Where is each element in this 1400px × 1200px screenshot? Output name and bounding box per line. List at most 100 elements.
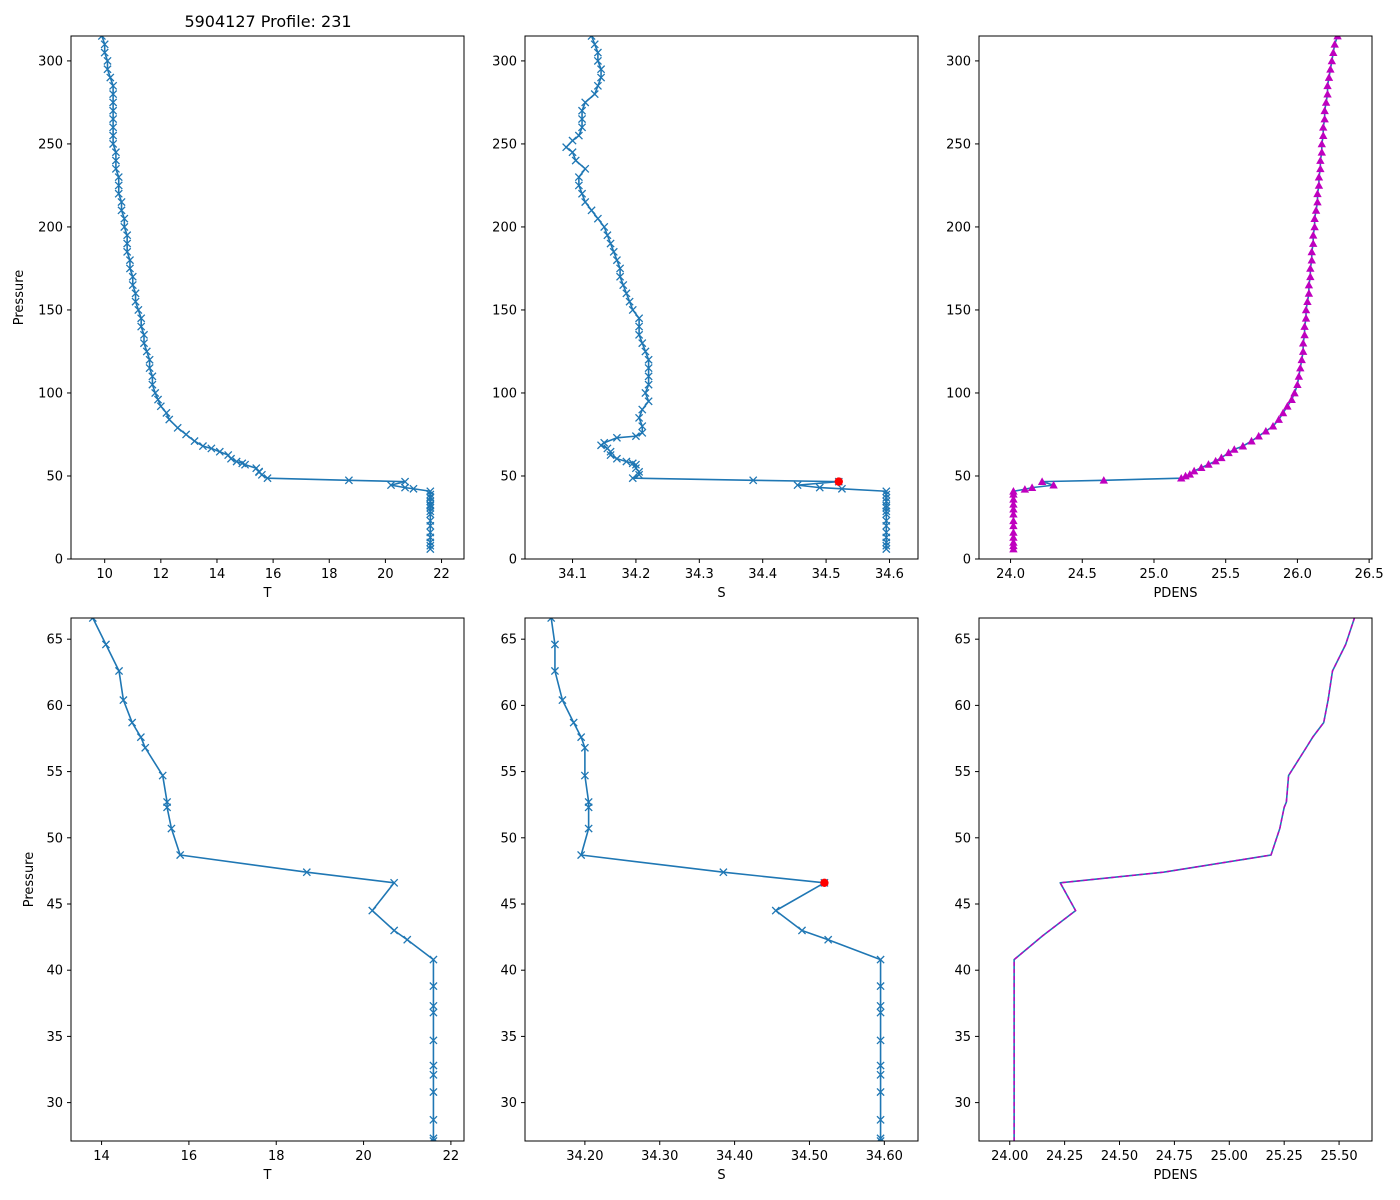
data-point — [635, 322, 644, 331]
data-point — [106, 73, 115, 82]
y-tick-label: 250 — [38, 137, 63, 152]
data-point — [97, 36, 106, 41]
data-point — [1316, 164, 1325, 173]
data-point — [882, 544, 891, 554]
data-point — [1329, 48, 1338, 56]
x-tick-label: 34.20 — [566, 1149, 603, 1164]
x-tick-label: 34.3 — [685, 567, 714, 582]
data-point — [426, 503, 435, 512]
data-point — [644, 355, 653, 364]
data-point — [1247, 436, 1256, 445]
data-point — [644, 397, 653, 406]
data-point — [426, 487, 435, 496]
y-tick-label: 30 — [46, 1096, 63, 1111]
data-point — [426, 510, 435, 519]
data-point — [429, 1008, 438, 1017]
data-point — [600, 222, 609, 231]
data-point — [158, 771, 167, 780]
x-tick-label: 26.0 — [1283, 567, 1312, 582]
y-tick-label: 40 — [46, 964, 63, 979]
data-point — [876, 1001, 885, 1011]
data-point — [644, 380, 653, 389]
data-point — [1297, 355, 1306, 364]
data-point — [577, 189, 587, 198]
data-point — [1301, 314, 1311, 322]
axes-frame — [70, 35, 465, 560]
data-point — [1283, 402, 1292, 410]
data-point — [580, 743, 589, 752]
data-point — [1319, 131, 1328, 139]
data-point — [165, 415, 174, 424]
data-point — [558, 696, 567, 705]
data-point — [1009, 509, 1018, 518]
data-point — [111, 156, 120, 165]
data-point — [1300, 330, 1309, 339]
data-point — [148, 380, 157, 389]
data-point — [429, 1115, 438, 1124]
data-point — [1049, 480, 1058, 489]
y-tick-label: 200 — [492, 220, 517, 235]
y-tick-label: 100 — [946, 386, 971, 401]
data-point — [100, 40, 109, 49]
data-point — [111, 164, 120, 173]
data-point — [1009, 500, 1018, 508]
data-point — [1298, 347, 1308, 355]
y-tick-label: 300 — [946, 54, 971, 69]
data-point — [429, 1001, 438, 1011]
plot-area — [562, 36, 891, 554]
data-point — [1320, 114, 1329, 123]
y-tick-label: 60 — [46, 699, 63, 714]
series-line-t — [92, 618, 435, 1141]
panel-top-salinity: 34.1 34.2 34.3 34.4 34.5 34.6 0 50 100 150 200 250 3… — [492, 35, 919, 601]
data-point — [1287, 395, 1296, 403]
data-point — [426, 544, 435, 554]
x-tick-label: 34.2 — [621, 567, 650, 582]
data-point — [876, 1070, 885, 1079]
data-point — [252, 464, 261, 473]
data-point — [882, 490, 891, 499]
data-point — [114, 189, 123, 198]
data-point — [114, 181, 123, 190]
data-point — [1327, 56, 1337, 65]
data-point — [1290, 388, 1299, 397]
flagged-point — [834, 477, 843, 486]
x-tick-label: 25.5 — [1211, 567, 1240, 582]
x-tick-label: 18 — [268, 1149, 285, 1164]
x-tick-label: 34.1 — [558, 567, 587, 582]
x-axis-label: PDENS — [1153, 1168, 1197, 1183]
data-point — [1330, 40, 1339, 48]
data-point — [1317, 148, 1326, 156]
data-point — [590, 40, 599, 49]
axes-frame — [978, 35, 1373, 560]
data-point — [1310, 214, 1319, 222]
data-point — [148, 372, 157, 381]
x-tick-label: 25.25 — [1266, 1149, 1303, 1164]
data-point — [1204, 460, 1213, 468]
axes-frame — [70, 617, 465, 1142]
x-axis-label: T — [263, 586, 272, 601]
data-point — [1323, 89, 1332, 98]
data-point — [584, 797, 593, 807]
y-axis-label: Pressure — [22, 852, 37, 908]
data-point — [1197, 463, 1206, 472]
data-point — [403, 935, 412, 944]
data-point — [100, 48, 109, 57]
data-point — [1027, 483, 1037, 491]
data-point — [550, 640, 560, 649]
data-point — [581, 197, 590, 207]
data-point — [571, 156, 580, 165]
data-point — [167, 824, 176, 833]
data-point — [606, 239, 615, 248]
y-tick-label: 60 — [954, 699, 971, 714]
data-point — [619, 280, 628, 290]
data-point — [882, 503, 891, 512]
data-point — [1308, 231, 1318, 239]
data-point — [429, 1136, 438, 1141]
data-point — [109, 131, 118, 140]
data-point — [587, 206, 596, 215]
data-point — [207, 444, 216, 453]
data-point — [1311, 206, 1321, 214]
data-point — [224, 451, 233, 460]
data-point — [176, 850, 185, 860]
data-point — [568, 136, 577, 145]
